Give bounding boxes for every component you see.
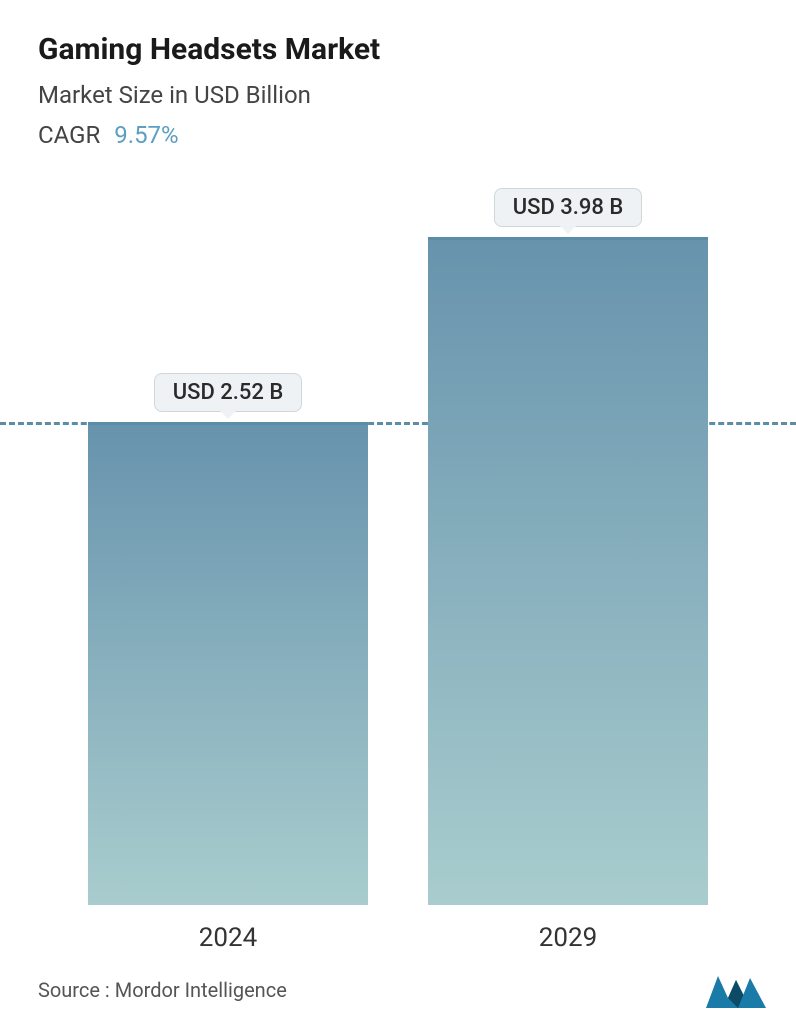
source-text: Source : Mordor Intelligence [38,978,287,1002]
value-badge: USD 3.98 B [494,188,643,227]
cagr-line: CAGR 9.57% [38,121,758,149]
bar-group-2029: USD 3.98 B [428,188,708,905]
bar [88,422,368,905]
x-label: 2029 [428,923,708,953]
x-label: 2024 [88,923,368,953]
bar [428,237,708,905]
bars-container: USD 2.52 B USD 3.98 B [38,185,758,905]
chart-area: USD 2.52 B USD 3.98 B [38,185,758,905]
chart-subtitle: Market Size in USD Billion [38,81,758,109]
bar-group-2024: USD 2.52 B [88,373,368,905]
mordor-logo-icon [704,970,768,1010]
cagr-label: CAGR [38,121,100,149]
chart-footer: Source : Mordor Intelligence [38,970,768,1010]
x-axis-labels: 2024 2029 [38,923,758,953]
chart-container: Gaming Headsets Market Market Size in US… [0,0,796,1034]
value-badge: USD 2.52 B [154,373,303,412]
cagr-value: 9.57% [114,121,178,149]
chart-title: Gaming Headsets Market [38,32,758,67]
